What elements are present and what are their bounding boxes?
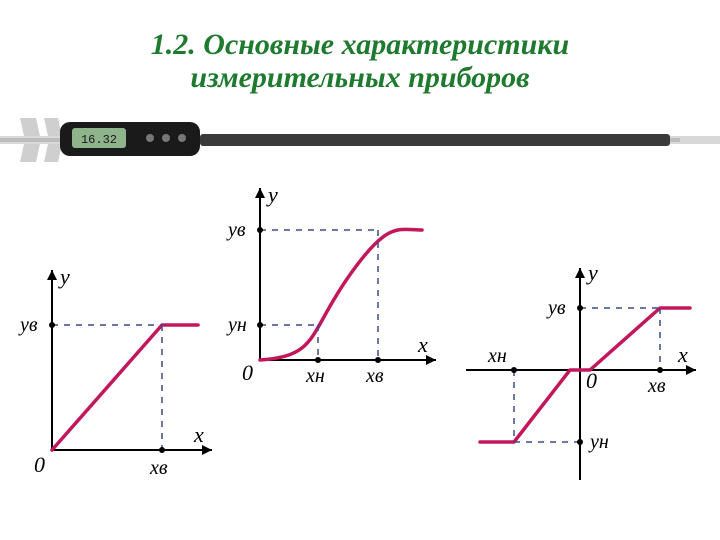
- svg-text:0: 0: [242, 360, 253, 385]
- chart-1-linear-saturation: y x 0 yв xв: [12, 260, 232, 490]
- chart-3-bipolar-deadband: y x 0 yв yн xн xв: [460, 250, 710, 500]
- svg-text:y: y: [58, 264, 70, 289]
- svg-text:16.32: 16.32: [81, 133, 117, 147]
- svg-text:0: 0: [34, 452, 45, 477]
- svg-text:yн: yн: [588, 431, 609, 453]
- svg-text:x: x: [677, 342, 688, 367]
- svg-text:y: y: [266, 182, 278, 207]
- svg-text:0: 0: [586, 368, 597, 393]
- svg-text:yв: yв: [18, 314, 38, 336]
- svg-text:xв: xв: [365, 365, 384, 387]
- page-title: 1.2. Основные характеристики измерительн…: [0, 20, 720, 94]
- title-line1: 1.2. Основные характеристики: [151, 28, 569, 61]
- svg-text:yв: yв: [226, 219, 246, 241]
- svg-text:yн: yн: [226, 314, 247, 336]
- caliper-image: 16.32: [0, 116, 720, 162]
- svg-text:x: x: [417, 332, 428, 357]
- chart-2-s-curve: y x 0 yв yн xн xв: [218, 180, 458, 400]
- svg-text:xн: xн: [487, 345, 507, 367]
- title-line2: измерительных приборов: [190, 61, 529, 94]
- svg-text:xв: xв: [149, 457, 168, 479]
- svg-text:xн: xн: [305, 365, 325, 387]
- svg-text:yв: yв: [546, 297, 566, 319]
- svg-text:x: x: [193, 422, 204, 447]
- svg-text:xв: xв: [647, 375, 666, 397]
- svg-text:y: y: [586, 260, 598, 285]
